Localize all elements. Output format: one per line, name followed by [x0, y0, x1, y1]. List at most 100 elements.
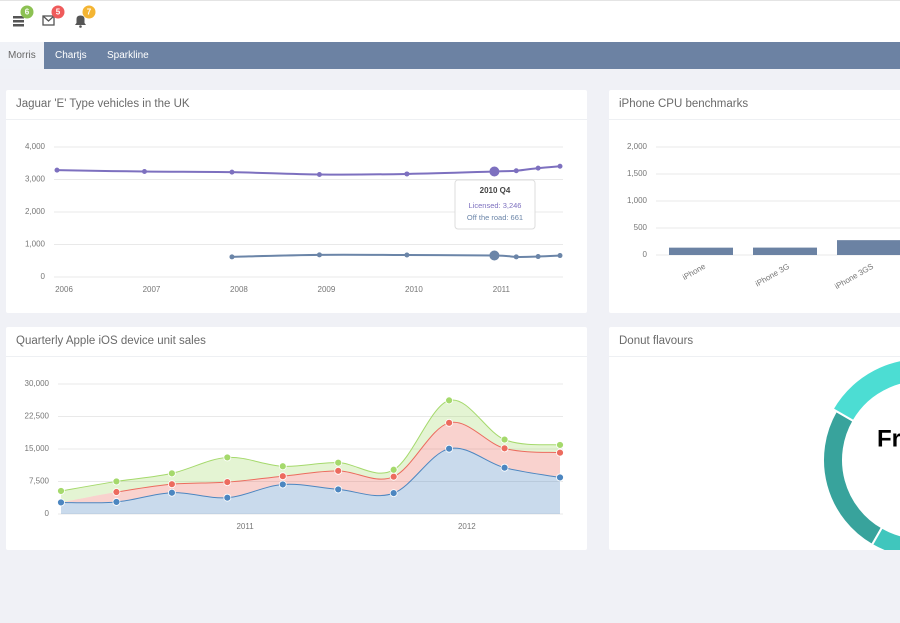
data-point	[57, 487, 65, 495]
data-point	[404, 171, 410, 177]
series-line	[56, 165, 561, 176]
data-point	[112, 498, 121, 506]
data-point	[445, 444, 454, 453]
panel: Frosted40 Donut flavours	[609, 327, 900, 550]
data-point	[229, 169, 235, 175]
x-tick-label: 2012	[458, 522, 476, 531]
data-point	[57, 498, 65, 507]
donut-segment	[822, 409, 884, 547]
y-tick-label: 1,000	[25, 240, 46, 249]
x-tick-label: iPhone 3G	[754, 262, 791, 289]
series-line	[231, 253, 561, 258]
y-tick-label: 0	[45, 509, 50, 518]
y-tick-label: 22,500	[25, 412, 50, 421]
data-point	[223, 493, 232, 502]
y-tick-label: 500	[634, 223, 648, 232]
data-point	[535, 165, 541, 171]
data-point	[535, 254, 541, 260]
x-tick-label: 2010	[405, 285, 423, 294]
top-bar: 6 5 7	[0, 0, 900, 42]
tooltip-line: Licensed: 3,246	[469, 201, 522, 210]
data-point	[278, 462, 287, 471]
chart: 0 1,000 2,000 3,000 4,000 2006 2007 2008 2009 201…	[25, 142, 563, 294]
panel-title: Donut flavours	[609, 327, 900, 357]
panel-title: Jaguar 'E' Type vehicles in the UK	[6, 90, 587, 120]
tab[interactable]: Morris	[0, 42, 44, 69]
data-point	[445, 396, 454, 405]
bar	[753, 247, 817, 255]
y-tick-label: 4,000	[25, 142, 46, 151]
data-point	[334, 466, 343, 475]
donut-segment	[831, 359, 900, 423]
x-tick-label: 2011	[236, 522, 254, 531]
badge-count: 6	[25, 8, 30, 17]
series-line	[60, 447, 561, 504]
stack-icon[interactable]	[13, 16, 24, 27]
y-tick-label: 2,000	[627, 142, 648, 151]
chart: 0 500 1,000 1,500 2,000 iPhone iPhone 3G iPhone…	[627, 142, 900, 291]
panel-title: Quarterly Apple iOS device unit sales	[6, 327, 587, 357]
data-point	[167, 488, 176, 497]
tooltip-line: Off the road: 661	[467, 213, 523, 222]
data-point	[557, 253, 563, 259]
x-tick-label: 2007	[143, 285, 161, 294]
tab-bar: Morris Chartjs Sparkline	[0, 42, 900, 69]
bar	[669, 247, 733, 255]
chart: 0 7,500 15,000 22,500 30,000 2011 2012	[25, 379, 564, 531]
y-tick-label: 7,500	[29, 477, 50, 486]
panel-title: iPhone CPU benchmarks	[609, 90, 900, 120]
data-point	[167, 469, 176, 478]
y-tick-label: 1,500	[627, 169, 648, 178]
tooltip-title: 2010 Q4	[480, 186, 511, 195]
data-point	[445, 418, 454, 427]
data-point	[556, 448, 564, 457]
tab[interactable]: Chartjs	[55, 50, 87, 61]
data-point	[489, 250, 500, 261]
badge	[51, 5, 65, 19]
data-point	[500, 435, 509, 444]
y-tick-label: 1,000	[627, 196, 648, 205]
x-tick-label: iPhone 3GS	[833, 262, 875, 291]
area-fill	[61, 422, 560, 503]
series-line	[60, 399, 561, 492]
panel: 0 1,000 2,000 3,000 4,000 2006 2007 2008 2009 201…	[6, 90, 587, 313]
badge	[82, 5, 96, 19]
data-point	[223, 453, 232, 462]
donut-segment	[870, 526, 900, 550]
data-point	[167, 480, 176, 489]
data-point	[556, 473, 564, 482]
y-tick-label: 0	[643, 250, 648, 259]
area-fill	[61, 448, 560, 514]
bell-icon[interactable]	[75, 15, 86, 28]
mail-icon[interactable]	[42, 15, 55, 26]
area-fill	[61, 399, 560, 503]
chart: Frosted40	[822, 359, 900, 550]
panel: 0 500 1,000 1,500 2,000 iPhone iPhone 3G iPhone…	[609, 90, 900, 313]
data-point	[316, 171, 322, 177]
data-point	[404, 252, 410, 258]
hover-tooltip: 2010 Q4 Licensed: 3,246 Off the road: 661	[454, 179, 536, 230]
x-tick-label: iPhone	[681, 261, 708, 282]
data-point	[513, 254, 519, 260]
x-tick-label: 2006	[55, 285, 73, 294]
data-point	[229, 254, 235, 260]
data-point	[500, 444, 509, 453]
data-point	[389, 489, 398, 498]
tab[interactable]: Sparkline	[107, 50, 149, 61]
y-tick-label: 15,000	[25, 444, 50, 453]
data-point	[557, 163, 563, 169]
donut-center-label: Frosted	[877, 425, 900, 452]
badge-count: 5	[56, 8, 61, 17]
y-tick-label: 0	[41, 272, 46, 281]
data-point	[278, 480, 287, 489]
data-point	[334, 485, 343, 494]
data-point	[141, 169, 147, 175]
data-point	[500, 463, 509, 472]
data-point	[334, 458, 343, 467]
header-icons: 6 5 7	[13, 5, 96, 28]
y-tick-label: 30,000	[25, 379, 50, 388]
data-point	[389, 472, 398, 481]
y-tick-label: 3,000	[25, 175, 46, 184]
data-point	[389, 465, 398, 474]
